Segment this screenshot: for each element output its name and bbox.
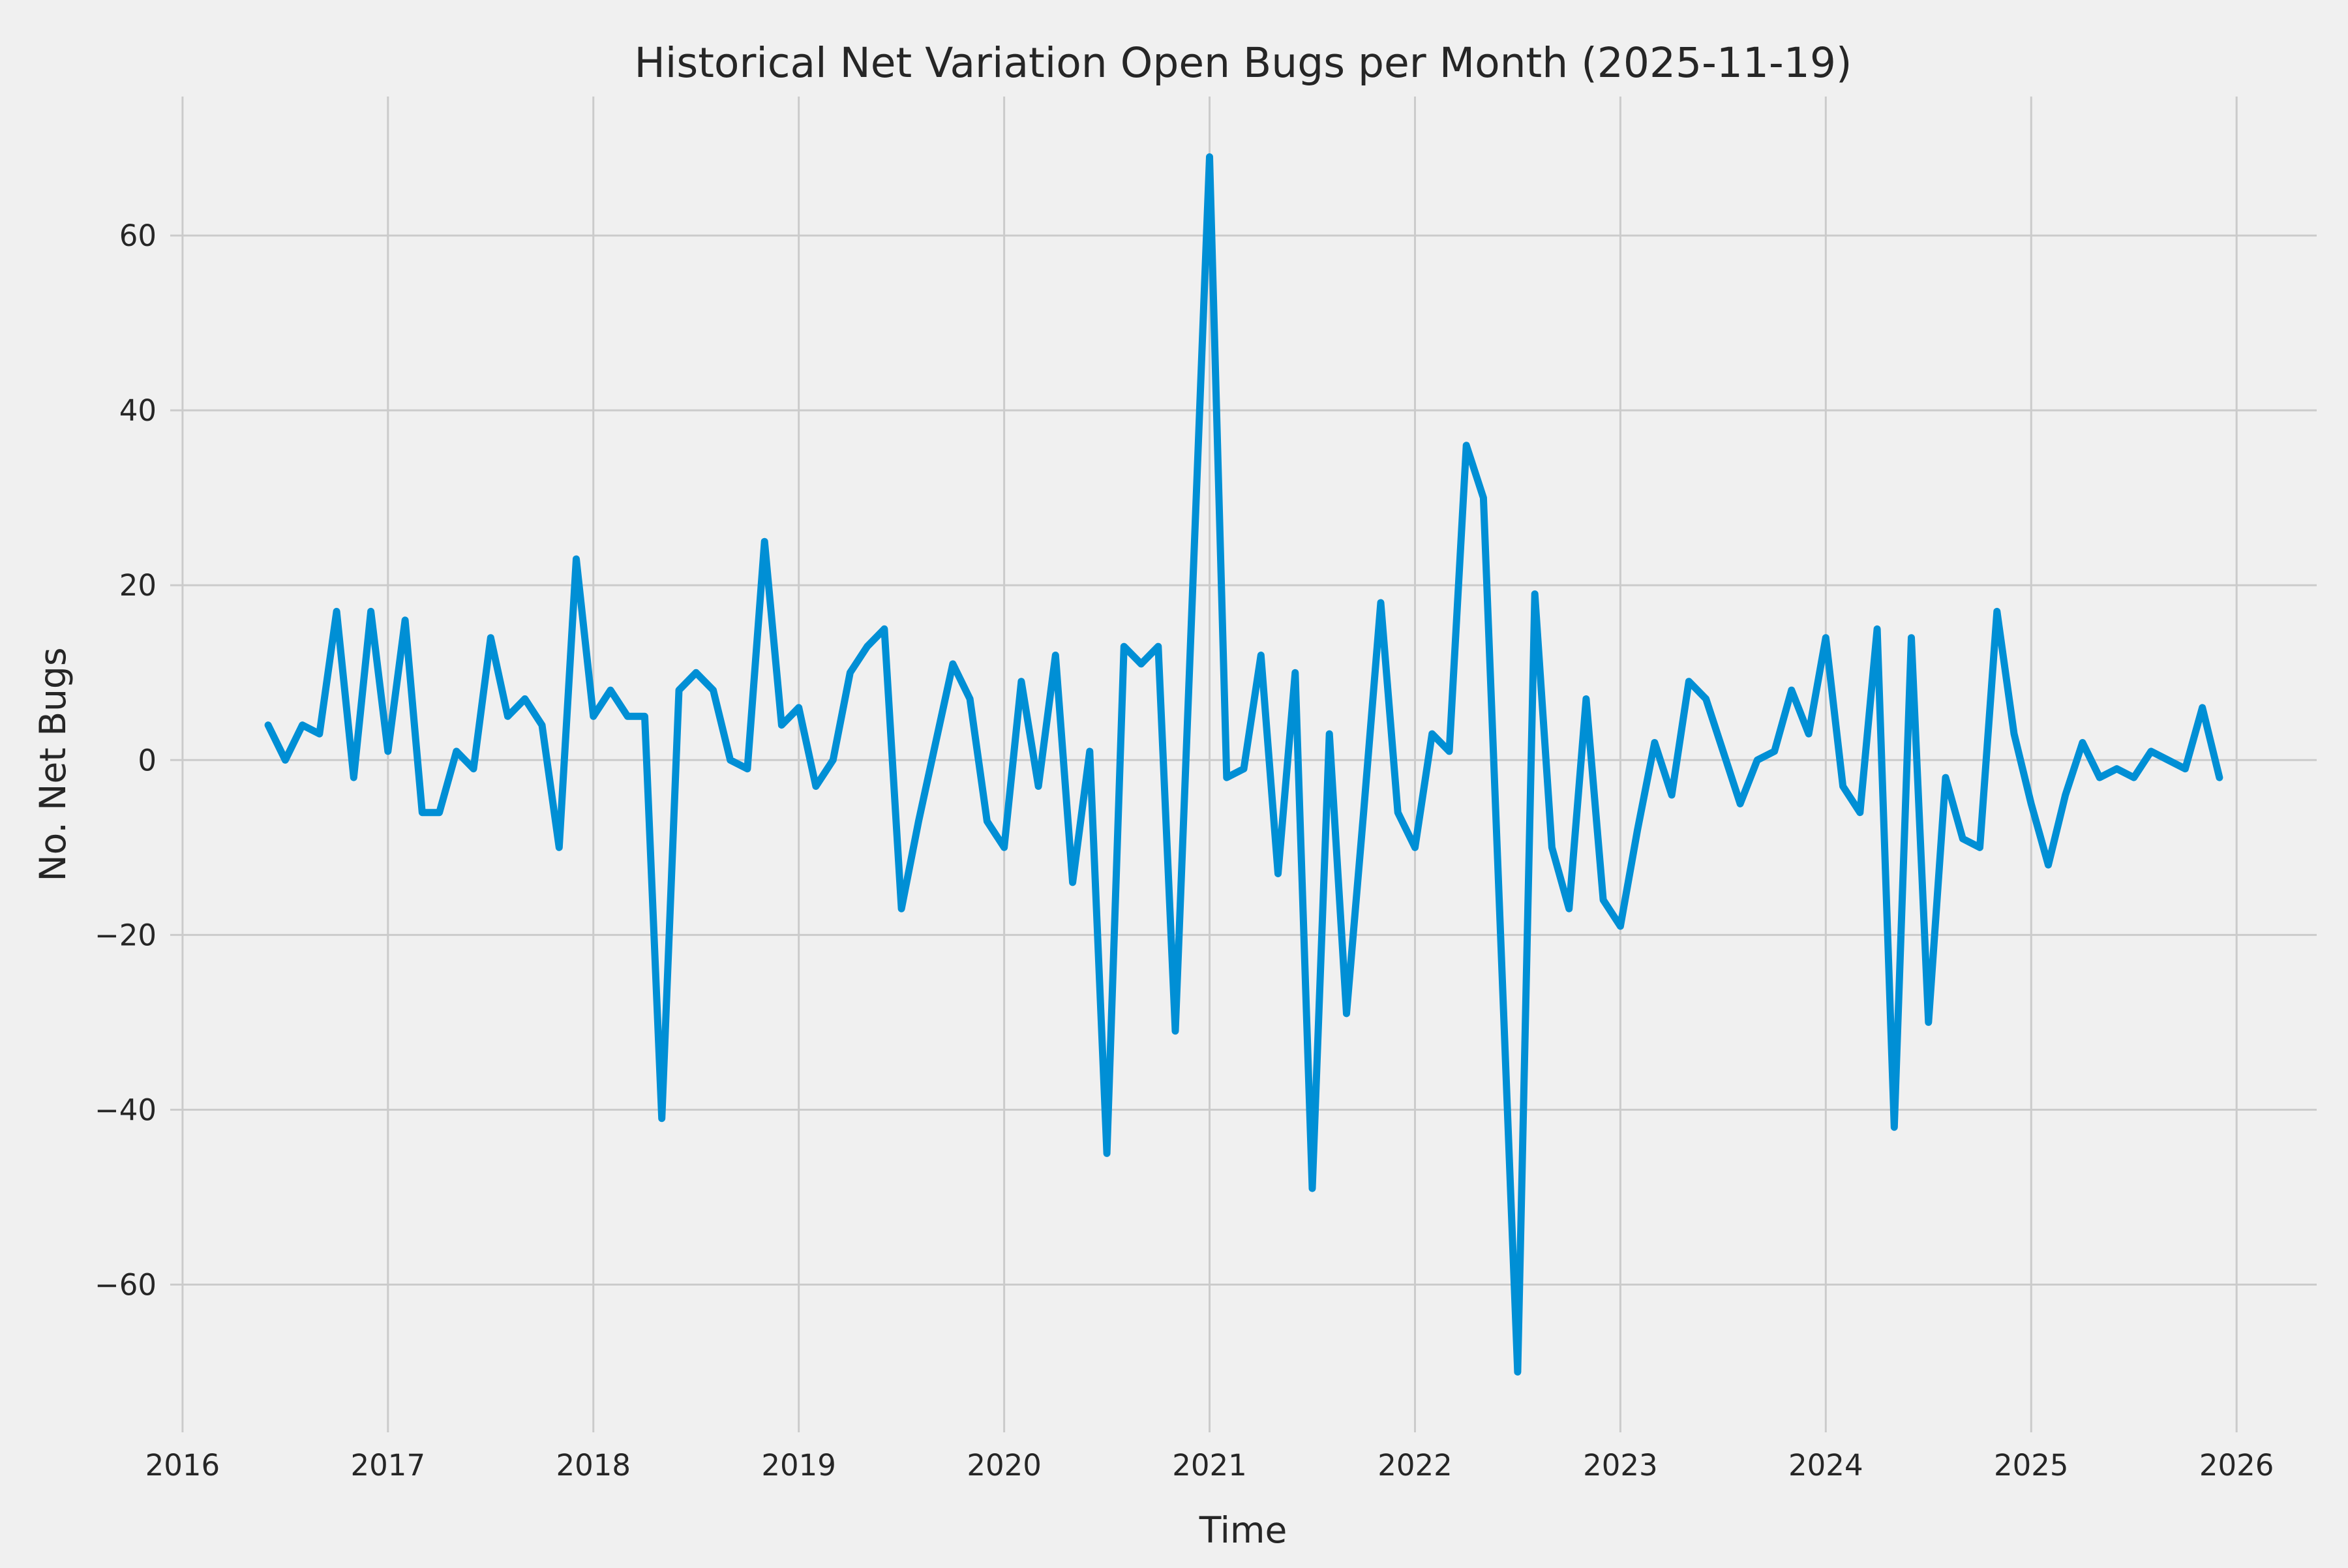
y-tick-label: −20 (95, 918, 157, 952)
tick-labels: 2016 2017 2018 2019 2020 2021 2022 2023 2024 2025… (95, 219, 2274, 1483)
x-tick-label: 2026 (2199, 1448, 2274, 1483)
y-tick-label: −40 (95, 1093, 157, 1127)
y-tick-label: 0 (138, 743, 157, 777)
x-tick-label: 2017 (351, 1448, 426, 1483)
y-tick-label: 60 (119, 219, 157, 253)
x-tick-label: 2016 (145, 1448, 220, 1483)
data-series-layer (264, 153, 2223, 1376)
x-tick-label: 2023 (1583, 1448, 1658, 1483)
y-axis-label: No. Net Bugs (32, 648, 74, 882)
x-tick-label: 2024 (1788, 1448, 1863, 1483)
x-tick-label: 2020 (967, 1448, 1042, 1483)
x-axis-label: Time (1199, 1509, 1287, 1551)
x-tick-label: 2019 (761, 1448, 836, 1483)
y-tick-label: 20 (119, 568, 157, 603)
y-tick-label: −60 (95, 1267, 157, 1302)
y-tick-label: 40 (119, 393, 157, 428)
x-tick-label: 2021 (1172, 1448, 1247, 1483)
x-tick-label: 2022 (1377, 1448, 1452, 1483)
x-tick-label: 2025 (1994, 1448, 2069, 1483)
x-tick-label: 2018 (556, 1448, 631, 1483)
data-line (264, 153, 2223, 1376)
chart-title: Historical Net Variation Open Bugs per M… (635, 39, 1852, 87)
